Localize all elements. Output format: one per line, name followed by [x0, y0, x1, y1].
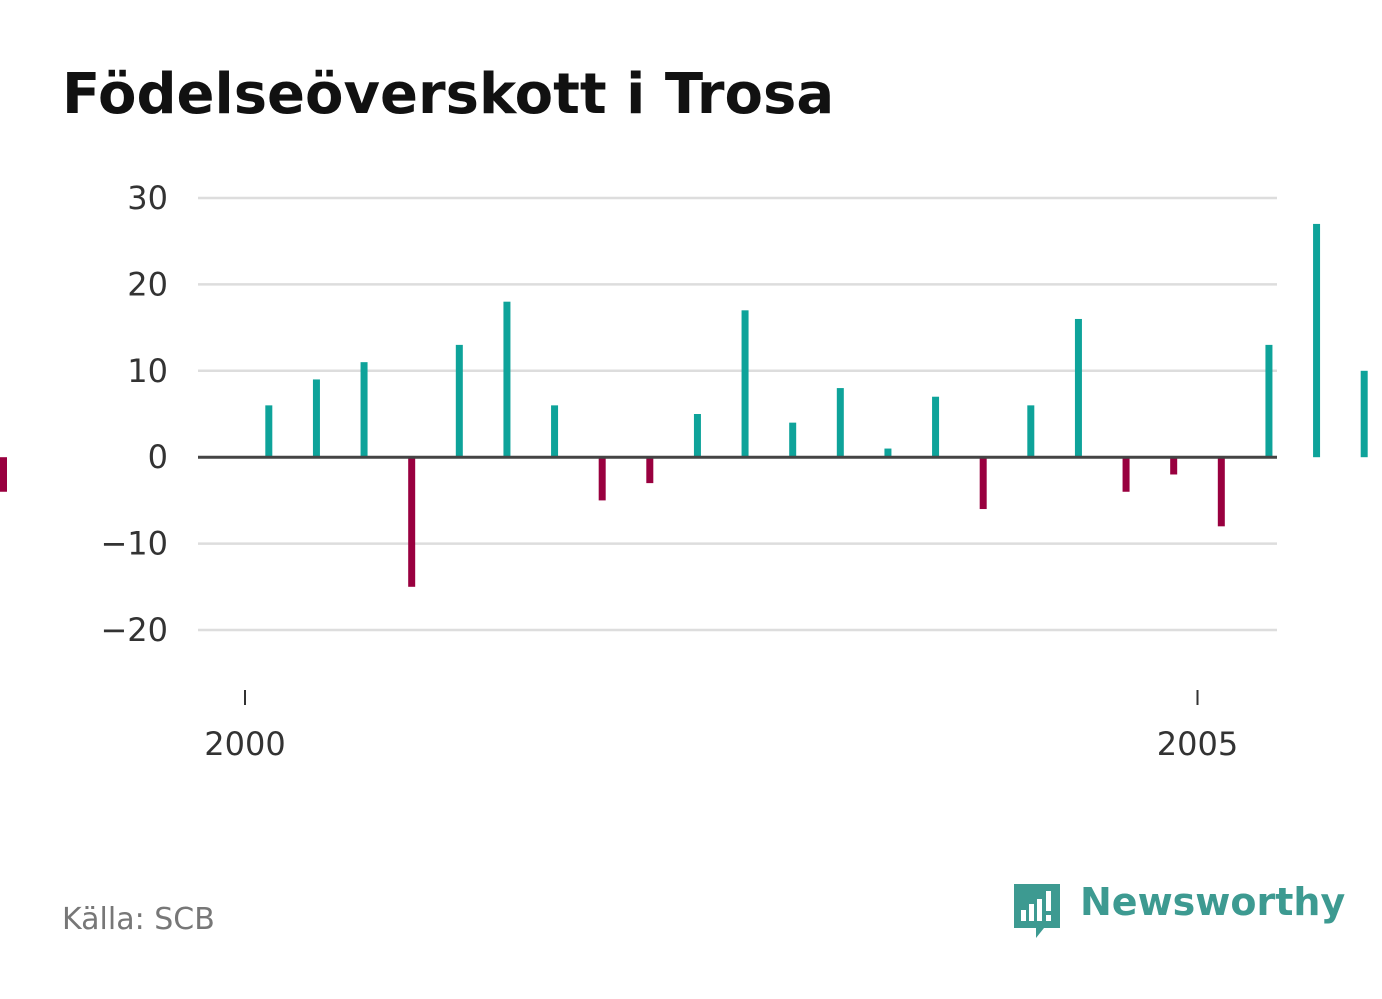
- bar: [932, 396, 940, 458]
- bar: [1122, 457, 1130, 492]
- bar: [408, 457, 416, 587]
- bar: [551, 405, 559, 458]
- bar: [646, 457, 654, 484]
- bar: [1217, 457, 1225, 527]
- bar: [693, 414, 701, 458]
- bar: [789, 422, 797, 458]
- bar: [1313, 223, 1321, 458]
- x-axis-ticks: 200020052010201520202025: [204, 690, 1238, 763]
- y-tick-label: 0: [148, 438, 168, 476]
- chart-title: Födelseöverskott i Trosa: [62, 62, 835, 127]
- bar: [1360, 370, 1368, 458]
- bar: [455, 344, 463, 458]
- y-tick-label: 30: [127, 179, 168, 217]
- bars: [0, 223, 1368, 587]
- bar: [1265, 344, 1273, 458]
- y-tick-label: 20: [127, 265, 168, 303]
- bar: [884, 448, 892, 458]
- y-axis-tick-labels: 30 20 10 0 −10 −20: [100, 179, 168, 649]
- bar: [360, 362, 368, 458]
- bar: [0, 457, 7, 492]
- y-tick-label: −20: [100, 611, 168, 649]
- bar: [1170, 457, 1178, 475]
- bar: [265, 405, 273, 458]
- bar: [979, 457, 987, 510]
- bar: [312, 379, 320, 458]
- newsworthy-logo-icon: [1014, 884, 1060, 938]
- bar: [503, 301, 511, 458]
- x-tick-label: 2005: [1157, 725, 1238, 763]
- bar: [1027, 405, 1035, 458]
- grid-lines: [198, 196, 1277, 632]
- bar: [836, 388, 844, 458]
- x-tick-label: 2000: [204, 725, 285, 763]
- bar: [741, 310, 749, 458]
- newsworthy-logo: Newsworthy: [1012, 880, 1345, 940]
- bar: [598, 457, 606, 501]
- y-tick-label: −10: [100, 525, 168, 563]
- bar: [1074, 318, 1082, 458]
- y-tick-label: 10: [127, 352, 168, 390]
- source-label: Källa: SCB: [62, 902, 215, 937]
- brand-name: Newsworthy: [1080, 880, 1346, 924]
